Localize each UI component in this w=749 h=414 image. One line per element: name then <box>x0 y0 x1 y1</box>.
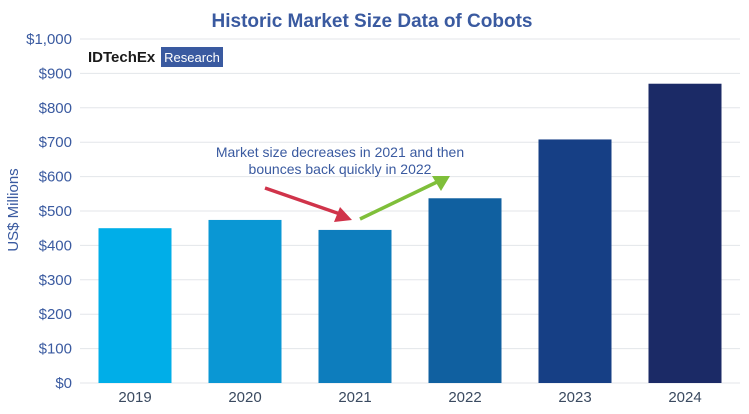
x-tick-labels: 2019 2020 2021 2022 2023 2024 <box>118 389 701 406</box>
x-tick-label: 2019 <box>118 389 151 406</box>
y-tick-label: $0 <box>55 375 72 392</box>
logo: IDTechEx Research <box>88 47 223 67</box>
y-tick-labels: $0 $100 $200 $300 $400 $500 $600 $700 $800 $900 $1… <box>26 31 72 392</box>
y-tick-label: $100 <box>39 341 72 358</box>
chart-title: Historic Market Size Data of Cobots <box>212 11 533 32</box>
down-arrow-head <box>334 207 352 222</box>
up-arrow-head <box>432 176 450 191</box>
bar-2023 <box>538 139 612 383</box>
bar-2020 <box>208 219 282 383</box>
y-tick-label: $400 <box>39 237 72 254</box>
y-tick-label: $700 <box>39 134 72 151</box>
x-tick-label: 2020 <box>228 389 261 406</box>
y-tick-label: $500 <box>39 203 72 220</box>
x-tick-label: 2021 <box>338 389 371 406</box>
bar-2021 <box>318 229 392 383</box>
y-tick-label: $1,000 <box>26 31 72 48</box>
bar-2019 <box>98 228 172 383</box>
bars <box>98 83 722 383</box>
y-axis-label: US$ Millions <box>5 168 22 251</box>
x-tick-label: 2023 <box>558 389 591 406</box>
logo-brand: IDTechEx <box>88 49 156 66</box>
annotation: Market size decreases in 2021 and then b… <box>216 144 464 222</box>
annotation-line-2: bounces back quickly in 2022 <box>249 161 432 177</box>
gridlines <box>80 38 740 384</box>
y-tick-label: $600 <box>39 169 72 186</box>
logo-box <box>161 47 223 67</box>
annotation-line-1: Market size decreases in 2021 and then <box>216 144 464 160</box>
y-tick-label: $200 <box>39 306 72 323</box>
bar-2024 <box>648 83 722 383</box>
x-tick-label: 2022 <box>448 389 481 406</box>
up-arrow <box>359 180 438 221</box>
y-tick-label: $800 <box>39 100 72 117</box>
logo-sub: Research <box>164 50 220 65</box>
y-tick-label: $900 <box>39 65 72 82</box>
down-arrow <box>264 186 341 216</box>
x-tick-label: 2024 <box>668 389 701 406</box>
bar-2022 <box>428 198 502 383</box>
y-tick-label: $300 <box>39 272 72 289</box>
